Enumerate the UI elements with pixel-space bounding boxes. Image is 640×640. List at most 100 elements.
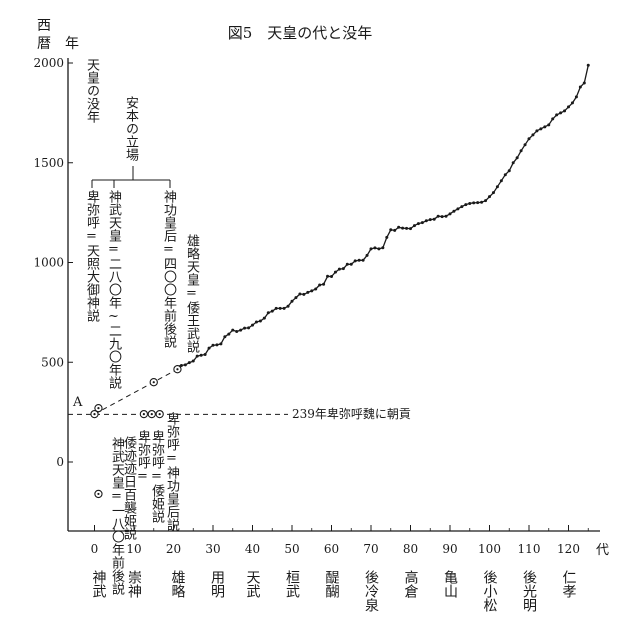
data-point [227,332,231,336]
data-point [322,282,326,286]
data-point [515,156,519,160]
y-tick-label: 0 [56,455,64,469]
data-point [278,306,282,310]
data-point [448,212,452,216]
data-point [286,304,290,308]
data-point [543,125,547,129]
data-point [251,323,254,327]
data-point [539,127,543,131]
data-point [523,143,527,147]
emperor-name-label: 仁孝 [560,570,577,598]
data-point [357,258,361,262]
data-point [183,363,187,367]
data-point [582,81,586,85]
data-point [416,222,420,226]
data-point [428,218,432,222]
data-point [409,227,412,231]
himiko-amaterasu-label: 卑弥呼=天照大御神説 [84,190,99,322]
x-tick-label: 40 [245,542,260,556]
x-tick-label: 100 [478,542,501,556]
data-point [527,137,531,141]
himiko-jingu-label: 卑弥呼=神功皇后説 [164,412,179,531]
data-point [231,328,235,332]
data-point [373,246,377,250]
yuryaku-wa-label: 雄略天皇=倭王武説 [184,234,199,353]
himiko-yamatohime-label: 卑弥呼=倭姫説 [149,430,164,523]
data-point [436,214,440,218]
x-tick-label: 20 [166,542,181,556]
data-point [179,363,183,367]
data-point [389,228,393,232]
y-tick-label: 1000 [33,256,64,270]
x-tick-label: 120 [557,542,580,556]
data-point [345,262,349,266]
data-point [503,173,507,177]
data-point [397,225,401,229]
data-point [468,201,472,205]
data-point [535,129,539,133]
emperor-name-label: 醍醐 [323,570,340,598]
annotation-brackets [91,166,171,188]
x-tick-label: 30 [205,542,220,556]
circled-marker-dot [97,492,100,496]
data-point [330,274,333,278]
data-point [195,354,199,358]
data-point [341,267,345,271]
data-point [551,117,555,121]
data-point [318,283,322,287]
data-point [239,328,243,332]
series-death-years [175,63,590,368]
data-point [432,217,436,221]
data-point [555,113,559,117]
circled-marker-dot [158,413,161,416]
data-point [254,320,258,324]
jingu-400-label: 神功皇后=四〇〇年前後説 [161,190,176,348]
emperor-name-label: 桓武 [284,570,300,598]
data-point [353,259,357,263]
data-point [215,343,219,347]
data-point [365,253,369,257]
x-axis-unit-label: 代 [596,543,609,558]
data-point [361,258,365,262]
data-point [333,270,337,274]
data-point [476,201,480,205]
data-point [326,274,330,278]
data-point [499,179,503,183]
emperor-name-label: 用明 [208,570,225,598]
data-point [480,200,484,204]
x-tick-label: 90 [442,542,457,556]
data-point [491,191,495,195]
death-year-label: 天皇の没年 [84,58,99,123]
data-point [191,359,195,363]
data-point [298,292,302,296]
data-point [377,247,381,251]
data-point [369,247,373,251]
jimmu-280-label: 神武天皇=二八〇年~二九〇年説 [106,190,121,389]
anyasu-stance-label: 安本の立場 [123,96,138,161]
data-point [405,226,409,230]
x-tick-label: 0 [91,542,99,556]
data-point [401,226,405,230]
data-point [507,169,511,173]
data-point [393,228,397,232]
circled-marker-dot [97,407,100,410]
emperor-name-label: 後光明 [521,570,537,612]
series-line [177,65,589,368]
data-point [243,326,247,330]
data-point [282,306,286,310]
y-axis-label-west: 西 [37,18,51,34]
data-point [547,123,551,127]
data-point [203,352,207,356]
reference-line-label: 239年卑弥呼魏に朝貢 [292,406,411,421]
x-tick-label: 80 [403,542,418,556]
y-axis-unit-label: 年 [65,36,79,52]
y-axis-label-calendar: 暦 [37,36,51,52]
data-point [412,224,416,228]
data-point [452,209,456,213]
data-point [472,201,476,205]
x-tick-label: 110 [518,542,541,556]
data-point [235,330,239,334]
data-point [488,195,491,199]
dashed-segment [94,368,178,415]
